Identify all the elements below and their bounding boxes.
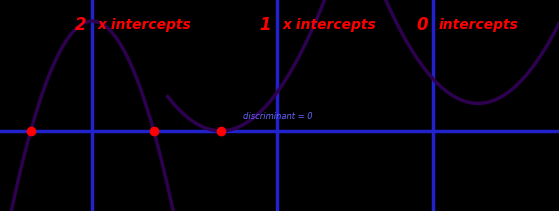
Text: intercepts: intercepts <box>439 18 519 32</box>
Text: 1: 1 <box>259 16 271 34</box>
Text: 0: 0 <box>416 16 428 34</box>
Text: discriminant = 0: discriminant = 0 <box>243 112 313 120</box>
Text: 2: 2 <box>75 16 87 34</box>
Text: x intercepts: x intercepts <box>282 18 376 32</box>
Text: x intercepts: x intercepts <box>98 18 192 32</box>
